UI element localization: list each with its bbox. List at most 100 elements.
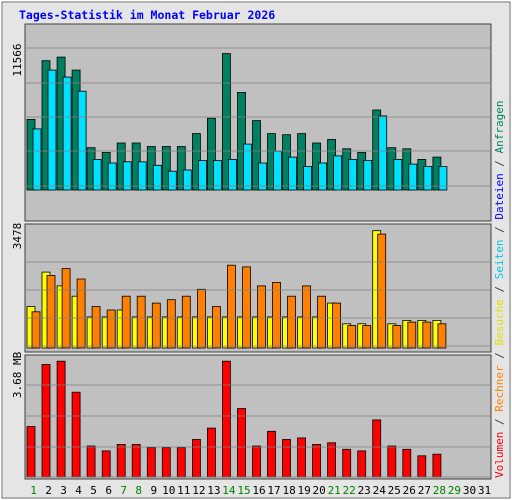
bar-seiten-day-6 bbox=[107, 162, 117, 191]
bar-rechner-day-15 bbox=[242, 266, 251, 349]
legend-part-2: Rechner bbox=[493, 365, 506, 412]
legend-part-10: Anfragen bbox=[493, 100, 506, 153]
x-label-day-13: 13 bbox=[207, 484, 220, 497]
bar-seiten-day-1 bbox=[32, 128, 42, 191]
bar-rechner-day-8 bbox=[136, 295, 146, 349]
bar-rechner-day-26 bbox=[407, 321, 417, 349]
bar-volumen-day-16 bbox=[252, 445, 261, 478]
bar-rechner-day-16 bbox=[257, 285, 266, 349]
bar-volumen-day-9 bbox=[146, 447, 156, 478]
bar-seiten-day-17 bbox=[273, 150, 282, 191]
bar-volumen-day-22 bbox=[342, 448, 352, 478]
bar-rechner-day-21 bbox=[332, 302, 342, 349]
bar-rechner-day-20 bbox=[317, 295, 327, 349]
bar-seiten-day-22 bbox=[348, 158, 358, 191]
x-label-day-7: 7 bbox=[120, 484, 127, 497]
legend-part-7: / bbox=[493, 220, 506, 240]
bar-volumen-day-8 bbox=[131, 443, 141, 478]
bottom-max-label: 3.68 MB bbox=[11, 351, 24, 398]
bar-rechner-day-24 bbox=[377, 233, 387, 349]
bar-rechner-day-17 bbox=[272, 281, 281, 349]
bar-volumen-day-24 bbox=[372, 419, 382, 478]
bar-rechner-day-4 bbox=[76, 278, 86, 349]
bar-volumen-day-5 bbox=[86, 445, 96, 478]
bar-volumen-day-1 bbox=[26, 426, 36, 478]
bar-seiten-day-13 bbox=[212, 160, 222, 191]
x-label-day-1: 1 bbox=[30, 484, 37, 497]
x-label-day-24: 24 bbox=[373, 484, 387, 497]
bar-seiten-day-16 bbox=[258, 162, 267, 191]
bar-volumen-day-13 bbox=[206, 427, 216, 478]
bar-seiten-day-24 bbox=[378, 115, 388, 191]
bar-rechner-day-18 bbox=[287, 295, 296, 349]
legend-part-3: / bbox=[493, 346, 506, 366]
bar-volumen-day-26 bbox=[402, 448, 412, 478]
bar-volumen-day-20 bbox=[312, 443, 322, 478]
bar-volumen-day-14 bbox=[221, 360, 231, 478]
bar-anfragen-day-13 bbox=[206, 117, 216, 191]
bar-rechner-day-9 bbox=[151, 302, 161, 349]
x-label-day-4: 4 bbox=[75, 484, 82, 497]
x-label-day-21: 21 bbox=[328, 484, 341, 497]
bar-volumen-day-15 bbox=[237, 408, 246, 478]
bar-rechner-day-5 bbox=[91, 306, 101, 349]
bar-seiten-day-9 bbox=[152, 164, 162, 191]
x-axis-labels: 1 2 3 4 5 6 7 8 9 10 11 12 13 14 15 16 17 18 19 20 21 22 23 24 2… bbox=[30, 484, 491, 497]
legend-part-1: / bbox=[493, 412, 506, 432]
bar-seiten-day-8 bbox=[137, 161, 147, 191]
bar-rechner-day-7 bbox=[121, 295, 131, 349]
bar-volumen-day-27 bbox=[417, 455, 427, 478]
bar-rechner-day-12 bbox=[196, 288, 206, 349]
bar-volumen-day-28 bbox=[432, 453, 442, 478]
x-label-day-11: 11 bbox=[177, 484, 190, 497]
x-label-day-3: 3 bbox=[60, 484, 67, 497]
legend-part-6: Seiten bbox=[493, 240, 506, 280]
x-label-day-14: 14 bbox=[222, 484, 236, 497]
bar-rechner-day-19 bbox=[302, 285, 312, 349]
bar-rechner-day-23 bbox=[362, 325, 372, 349]
legend-part-8: Dateien bbox=[493, 173, 506, 219]
x-label-day-25: 25 bbox=[388, 484, 401, 497]
x-label-day-16: 16 bbox=[252, 484, 265, 497]
x-label-day-28: 28 bbox=[433, 484, 446, 497]
x-label-day-29: 29 bbox=[448, 484, 461, 497]
bar-rechner-day-25 bbox=[392, 325, 402, 349]
bar-rechner-day-6 bbox=[106, 309, 116, 349]
bar-seiten-day-18 bbox=[288, 156, 297, 191]
bar-volumen-day-19 bbox=[297, 437, 307, 478]
bar-volumen-day-2 bbox=[41, 364, 51, 478]
bar-anfragen-day-14 bbox=[221, 53, 231, 191]
bar-seiten-day-15 bbox=[243, 143, 252, 191]
bar-seiten-day-7 bbox=[122, 161, 132, 191]
bar-seiten-day-26 bbox=[408, 163, 418, 191]
x-label-day-15: 15 bbox=[237, 484, 250, 497]
x-label-day-6: 6 bbox=[105, 484, 112, 497]
bar-seiten-day-2 bbox=[47, 69, 57, 191]
bar-volumen-day-3 bbox=[56, 360, 66, 478]
bar-seiten-day-14 bbox=[227, 158, 237, 191]
middle-max-label: 3478 bbox=[11, 223, 24, 250]
bars-layer bbox=[26, 53, 448, 478]
x-label-day-5: 5 bbox=[90, 484, 97, 497]
x-label-day-26: 26 bbox=[403, 484, 416, 497]
bar-rechner-day-3 bbox=[61, 268, 71, 349]
bar-seiten-day-28 bbox=[438, 166, 448, 191]
x-label-day-30: 30 bbox=[463, 484, 476, 497]
x-label-day-20: 20 bbox=[312, 484, 325, 497]
bar-volumen-day-6 bbox=[101, 450, 111, 478]
bar-rechner-day-27 bbox=[422, 321, 432, 349]
bar-volumen-day-11 bbox=[176, 447, 186, 478]
bar-rechner-day-13 bbox=[211, 306, 221, 349]
bar-volumen-day-4 bbox=[71, 391, 81, 478]
bar-anfragen-day-15 bbox=[237, 92, 246, 191]
bar-seiten-day-19 bbox=[303, 166, 313, 191]
bar-rechner-day-11 bbox=[181, 295, 191, 349]
bar-anfragen-day-19 bbox=[297, 133, 307, 191]
bar-seiten-day-27 bbox=[423, 166, 433, 191]
bar-volumen-day-18 bbox=[282, 439, 291, 478]
x-label-day-9: 9 bbox=[150, 484, 157, 497]
bar-volumen-day-21 bbox=[327, 442, 337, 478]
x-label-day-23: 23 bbox=[358, 484, 371, 497]
